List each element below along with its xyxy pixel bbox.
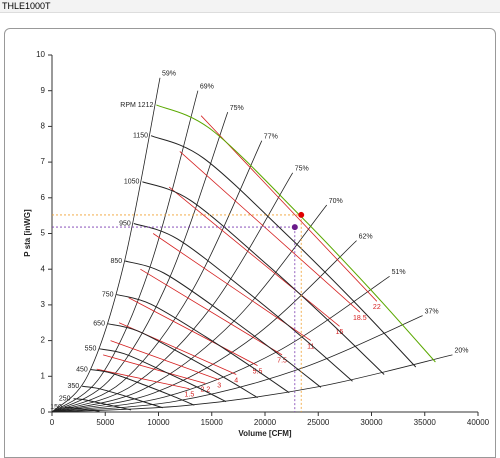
power-label: 22 (373, 304, 381, 311)
speed-curve (116, 294, 290, 394)
efficiency-label: 75% (230, 105, 244, 112)
power-line (128, 297, 258, 366)
power-label: 1.5 (185, 392, 195, 399)
x-tick-label: 5000 (96, 418, 114, 427)
efficiency-label: 77% (264, 134, 278, 141)
power-label: 15 (336, 329, 344, 336)
power-line (179, 151, 361, 313)
speed-curve (73, 398, 132, 411)
power-label: 4 (234, 377, 238, 384)
efficiency-label: 37% (425, 308, 439, 315)
efficiency-line (51, 111, 229, 413)
efficiency-line (51, 315, 423, 413)
power-label: 11 (307, 343, 314, 350)
power-line (96, 368, 190, 390)
power-label: 2.2 (200, 386, 210, 393)
speed-curve (64, 406, 100, 412)
power-label: 18.5 (353, 315, 367, 322)
efficiency-label: 75% (295, 166, 309, 173)
power-line (168, 186, 340, 327)
window-title: THLE1000T (0, 0, 500, 13)
speed-label: 650 (93, 321, 105, 328)
y-tick-label: 0 (41, 407, 46, 416)
speed-curve (107, 323, 258, 399)
x-tick-label: 0 (50, 418, 55, 427)
speed-label: 150 (50, 404, 62, 411)
x-tick-label: 10000 (147, 418, 170, 427)
efficiency-line (51, 354, 453, 413)
efficiency-line (51, 90, 199, 413)
efficiency-label: 59% (162, 71, 176, 78)
y-tick-label: 9 (41, 86, 46, 95)
power-line (103, 354, 206, 384)
y-tick-label: 2 (41, 336, 46, 345)
efficiency-label: 70% (329, 198, 343, 205)
efficiency-line (51, 77, 161, 413)
power-label: 5.5 (253, 368, 263, 375)
y-tick-label: 10 (36, 50, 45, 59)
power-label: 3 (217, 383, 221, 390)
efficiency-label: 62% (359, 233, 373, 240)
efficiency-label: 51% (392, 269, 406, 276)
efficiency-line (51, 240, 357, 413)
speed-curve (142, 181, 385, 375)
y-tick-label: 4 (41, 264, 46, 273)
x-tick-label: 30000 (360, 418, 383, 427)
y-tick-label: 6 (41, 193, 46, 202)
speed-label: 550 (85, 346, 97, 353)
power-label: 7.5 (277, 358, 287, 365)
x-tick-label: 25000 (307, 418, 330, 427)
speed-label: 750 (102, 291, 114, 298)
efficiency-line (51, 276, 390, 413)
x-axis-label: Volume [CFM] (238, 429, 292, 438)
operating-point (291, 224, 298, 231)
efficiency-line (51, 140, 263, 413)
speed-label: 450 (76, 366, 88, 373)
y-axis-label: P sta [inWG] (23, 209, 32, 257)
efficiency-label: 69% (200, 84, 214, 91)
y-tick-label: 7 (41, 157, 46, 166)
y-tick-label: 1 (41, 371, 46, 380)
speed-curve (99, 348, 227, 403)
speed-label: 250 (59, 396, 71, 403)
speed-curve (125, 260, 322, 388)
efficiency-label: 20% (454, 348, 468, 355)
x-tick-label: 15000 (201, 418, 224, 427)
speed-curve (150, 135, 417, 368)
speed-label: 850 (111, 258, 123, 265)
y-tick-label: 8 (41, 122, 46, 131)
speed-label: RPM 1212 (120, 102, 153, 109)
speed-label: 1150 (133, 133, 148, 140)
speed-label: 1050 (124, 179, 140, 186)
speed-curve (133, 223, 353, 382)
x-tick-label: 20000 (254, 418, 277, 427)
y-tick-label: 3 (41, 300, 46, 309)
efficiency-line (51, 204, 328, 413)
efficiency-line (51, 172, 294, 413)
speed-curve (82, 385, 163, 409)
y-tick-label: 5 (41, 229, 46, 238)
power-line (140, 268, 283, 356)
operating-point (298, 211, 305, 218)
x-tick-label: 40000 (467, 418, 490, 427)
speed-label: 950 (119, 220, 131, 227)
speed-curve (90, 369, 195, 406)
speed-label: 350 (67, 383, 79, 390)
x-tick-label: 35000 (414, 418, 437, 427)
power-line (110, 340, 220, 381)
